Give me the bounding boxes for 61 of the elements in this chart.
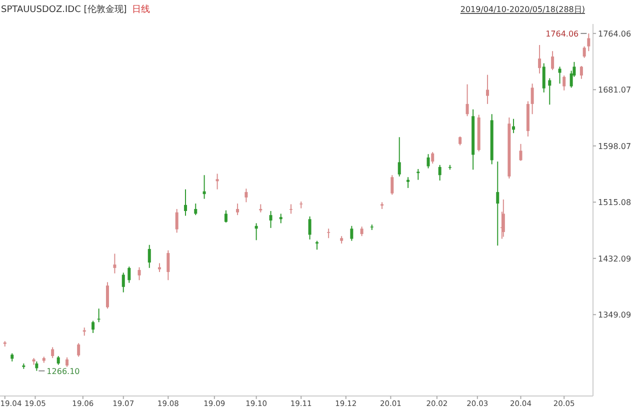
candlestick: [35, 360, 38, 372]
y-tick-label: 1432.09: [598, 254, 632, 264]
candlestick: [542, 62, 546, 93]
candlestick: [106, 282, 109, 310]
candlestick: [236, 203, 240, 216]
candlestick: [51, 346, 54, 359]
candlestick: [194, 203, 198, 216]
candlestick: [148, 244, 151, 268]
candlestick: [92, 320, 95, 334]
candlestick: [438, 164, 442, 182]
candlestick: [398, 136, 401, 177]
chart-title: SPTAUUSDOZ.IDC [伦敦金现]: [1, 4, 127, 15]
candlestick: [431, 152, 434, 164]
candlestick: [562, 74, 566, 91]
candlestick: [502, 198, 505, 238]
y-tick-label: 1681.07: [598, 86, 632, 95]
candlestick: [486, 74, 490, 104]
candlestick: [224, 210, 228, 224]
candlestick: [466, 84, 469, 117]
candlestick: [279, 213, 282, 224]
candlestick: [416, 168, 420, 180]
candlestick: [558, 66, 562, 84]
candlestick: [582, 46, 586, 58]
candlestick: [426, 154, 430, 169]
candlestick: [244, 188, 248, 203]
chart-subtitle: 日线: [132, 4, 150, 15]
candlestick: [530, 83, 534, 115]
candlestick: [587, 32, 590, 52]
candlestick: [128, 266, 131, 284]
candlestick: [166, 250, 170, 281]
candlestick: [216, 173, 219, 190]
y-tick-label: 1764.06: [598, 29, 632, 38]
candlestick: [77, 342, 80, 358]
candlestick: [406, 176, 410, 188]
annotation: 1764.06: [546, 29, 579, 38]
candlestick: [360, 226, 364, 237]
candlestick: [390, 174, 394, 196]
candlestick: [519, 143, 522, 162]
candlestick: [66, 356, 69, 368]
candlestick: [290, 204, 292, 214]
candlestick: [538, 44, 542, 74]
candlestick: [184, 188, 188, 216]
candlestick: [551, 50, 554, 71]
candlestick: [496, 161, 500, 246]
candlestick: [269, 210, 272, 228]
candlestick: [138, 266, 141, 281]
candlestick: [327, 228, 330, 239]
text: 2019/04/10-2020/05/18(288日): [460, 5, 585, 14]
candlestick: [202, 174, 206, 200]
y-tick-label: 1515.08: [598, 198, 632, 208]
candlestick: [580, 66, 583, 80]
candlestick: [548, 78, 552, 106]
candlestick: [122, 272, 125, 293]
y-tick-label: 1598.07: [598, 142, 632, 151]
candlestick: [254, 222, 258, 241]
candlestick: [113, 253, 116, 274]
annotation: 1266.10: [46, 366, 80, 376]
candlestick: [175, 208, 178, 234]
y-tick-label: 1349.09: [598, 310, 632, 320]
candlestick: [308, 216, 312, 240]
candlestick: [350, 225, 354, 242]
